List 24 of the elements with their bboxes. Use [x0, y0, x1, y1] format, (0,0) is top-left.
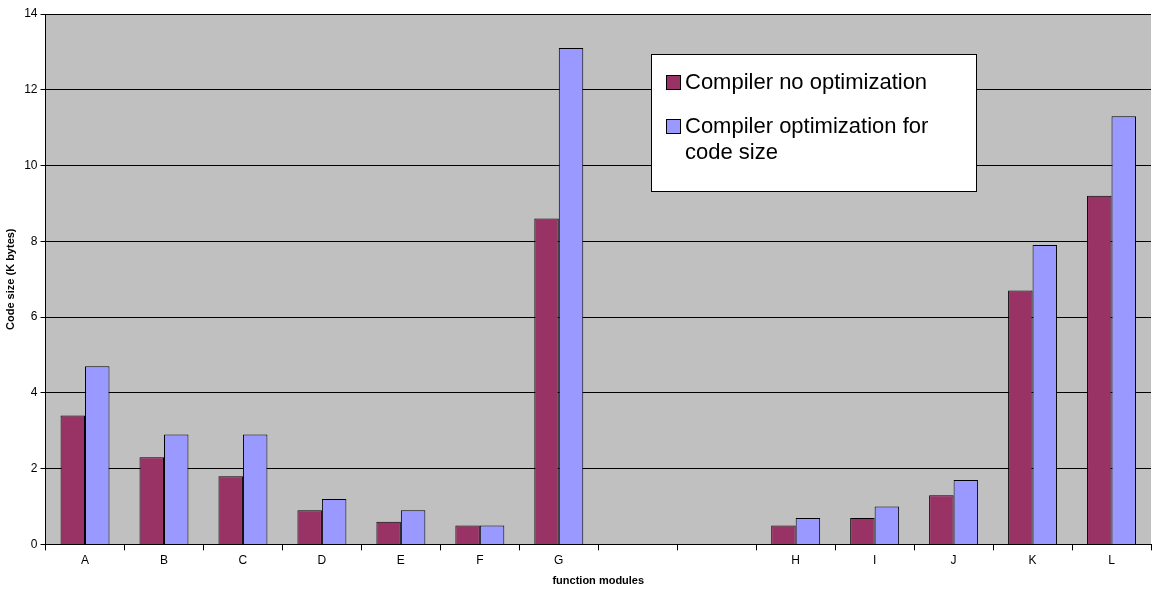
- legend-label: Compiler optimization for code size: [685, 113, 930, 165]
- x-tick-label: H: [791, 552, 801, 567]
- y-tick-label: 4: [30, 385, 38, 400]
- x-tick-label: D: [317, 552, 327, 567]
- x-tick-label: G: [554, 552, 564, 567]
- y-tick-label: 10: [24, 157, 38, 172]
- x-tick-label: C: [238, 552, 248, 567]
- legend-label: Compiler no optimization: [685, 69, 928, 95]
- y-tick-label: 6: [30, 309, 38, 324]
- x-tick-label: I: [872, 552, 877, 567]
- x-tick-label: E: [396, 552, 405, 567]
- y-tick-label: 0: [30, 536, 38, 551]
- y-tick-label: 12: [24, 82, 38, 97]
- y-tick-label: 14: [24, 6, 38, 21]
- y-tick-label: 2: [30, 460, 38, 475]
- x-tick-label: L: [1108, 552, 1116, 567]
- x-tick-label: B: [159, 552, 168, 567]
- x-tick-label: J: [950, 552, 957, 567]
- y-tick-label: 8: [30, 233, 38, 248]
- x-tick-label: F: [476, 552, 484, 567]
- x-axis-title: function modules: [552, 574, 645, 587]
- x-tick-label: K: [1028, 552, 1037, 567]
- x-tick-label: A: [81, 552, 90, 567]
- y-axis-title: Code size (K bytes): [3, 228, 16, 330]
